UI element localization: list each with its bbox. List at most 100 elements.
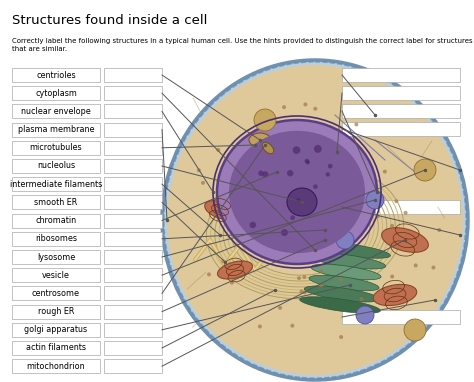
Ellipse shape (373, 285, 417, 306)
FancyBboxPatch shape (342, 68, 460, 82)
FancyBboxPatch shape (104, 323, 162, 337)
Circle shape (390, 224, 394, 228)
Ellipse shape (310, 242, 391, 258)
Circle shape (394, 199, 398, 203)
Text: nucleolus: nucleolus (37, 162, 75, 170)
Ellipse shape (310, 253, 386, 269)
FancyBboxPatch shape (12, 359, 100, 373)
Circle shape (303, 102, 308, 107)
FancyBboxPatch shape (12, 304, 100, 319)
Text: microtubules: microtubules (30, 143, 82, 152)
FancyBboxPatch shape (104, 268, 162, 282)
Circle shape (303, 290, 307, 295)
Circle shape (282, 105, 286, 109)
Circle shape (250, 222, 256, 228)
Circle shape (306, 160, 310, 165)
FancyBboxPatch shape (104, 159, 162, 173)
FancyBboxPatch shape (12, 214, 100, 228)
FancyBboxPatch shape (12, 68, 100, 82)
Circle shape (348, 224, 352, 228)
Ellipse shape (229, 131, 365, 253)
Circle shape (339, 277, 343, 281)
Text: Correctly label the following structures in a typical human cell. Use the hints : Correctly label the following structures… (12, 38, 473, 52)
Circle shape (431, 265, 436, 270)
Circle shape (326, 172, 330, 176)
Circle shape (243, 231, 247, 235)
Ellipse shape (311, 264, 381, 280)
Circle shape (216, 148, 220, 152)
FancyBboxPatch shape (342, 86, 460, 100)
FancyBboxPatch shape (104, 359, 162, 373)
FancyBboxPatch shape (12, 341, 100, 355)
FancyBboxPatch shape (104, 177, 162, 191)
Ellipse shape (300, 297, 381, 313)
FancyBboxPatch shape (342, 122, 460, 136)
FancyBboxPatch shape (12, 177, 100, 191)
Circle shape (366, 191, 384, 209)
Circle shape (305, 159, 309, 163)
Circle shape (414, 159, 436, 181)
Circle shape (360, 297, 364, 301)
Circle shape (404, 319, 426, 341)
Text: chromatin: chromatin (36, 216, 77, 225)
Ellipse shape (167, 65, 463, 375)
FancyBboxPatch shape (104, 68, 162, 82)
Circle shape (201, 181, 205, 185)
Circle shape (262, 172, 268, 177)
Circle shape (197, 168, 201, 172)
Text: centrioles: centrioles (36, 71, 76, 79)
FancyBboxPatch shape (12, 250, 100, 264)
Circle shape (253, 218, 257, 222)
FancyBboxPatch shape (104, 304, 162, 319)
Ellipse shape (382, 228, 428, 252)
FancyBboxPatch shape (12, 141, 100, 155)
FancyBboxPatch shape (104, 250, 162, 264)
Circle shape (236, 215, 240, 220)
FancyBboxPatch shape (104, 341, 162, 355)
Ellipse shape (262, 142, 273, 154)
FancyBboxPatch shape (104, 196, 162, 209)
Text: smooth ER: smooth ER (35, 198, 78, 207)
Circle shape (293, 146, 301, 154)
FancyBboxPatch shape (104, 141, 162, 155)
Circle shape (207, 272, 211, 277)
Circle shape (230, 281, 234, 285)
Circle shape (414, 264, 418, 267)
FancyBboxPatch shape (104, 214, 162, 228)
Ellipse shape (309, 275, 379, 291)
FancyBboxPatch shape (104, 232, 162, 246)
Text: mitochondrion: mitochondrion (27, 362, 85, 371)
Circle shape (438, 228, 441, 232)
Text: intermediate filaments: intermediate filaments (10, 180, 102, 189)
Circle shape (302, 275, 306, 279)
Circle shape (263, 208, 267, 212)
Ellipse shape (162, 60, 468, 380)
Circle shape (297, 276, 301, 280)
Circle shape (258, 324, 262, 329)
Circle shape (332, 160, 336, 164)
Circle shape (356, 306, 374, 324)
Text: cytoplasm: cytoplasm (35, 89, 77, 98)
Circle shape (267, 166, 271, 170)
FancyBboxPatch shape (342, 310, 460, 324)
Text: ribosomes: ribosomes (35, 234, 77, 243)
FancyBboxPatch shape (104, 123, 162, 137)
Circle shape (324, 246, 328, 250)
Text: nuclear envelope: nuclear envelope (21, 107, 91, 116)
Circle shape (296, 198, 301, 202)
Circle shape (313, 185, 318, 189)
Circle shape (278, 306, 282, 310)
Ellipse shape (304, 286, 380, 302)
Circle shape (337, 149, 341, 153)
FancyBboxPatch shape (12, 323, 100, 337)
Circle shape (300, 290, 303, 293)
Circle shape (280, 212, 284, 216)
Circle shape (357, 210, 361, 214)
FancyBboxPatch shape (104, 104, 162, 118)
Circle shape (319, 269, 323, 273)
Circle shape (319, 283, 323, 287)
Ellipse shape (205, 201, 235, 219)
Circle shape (314, 145, 322, 153)
Text: golgi apparatus: golgi apparatus (25, 325, 88, 334)
Circle shape (397, 286, 401, 290)
